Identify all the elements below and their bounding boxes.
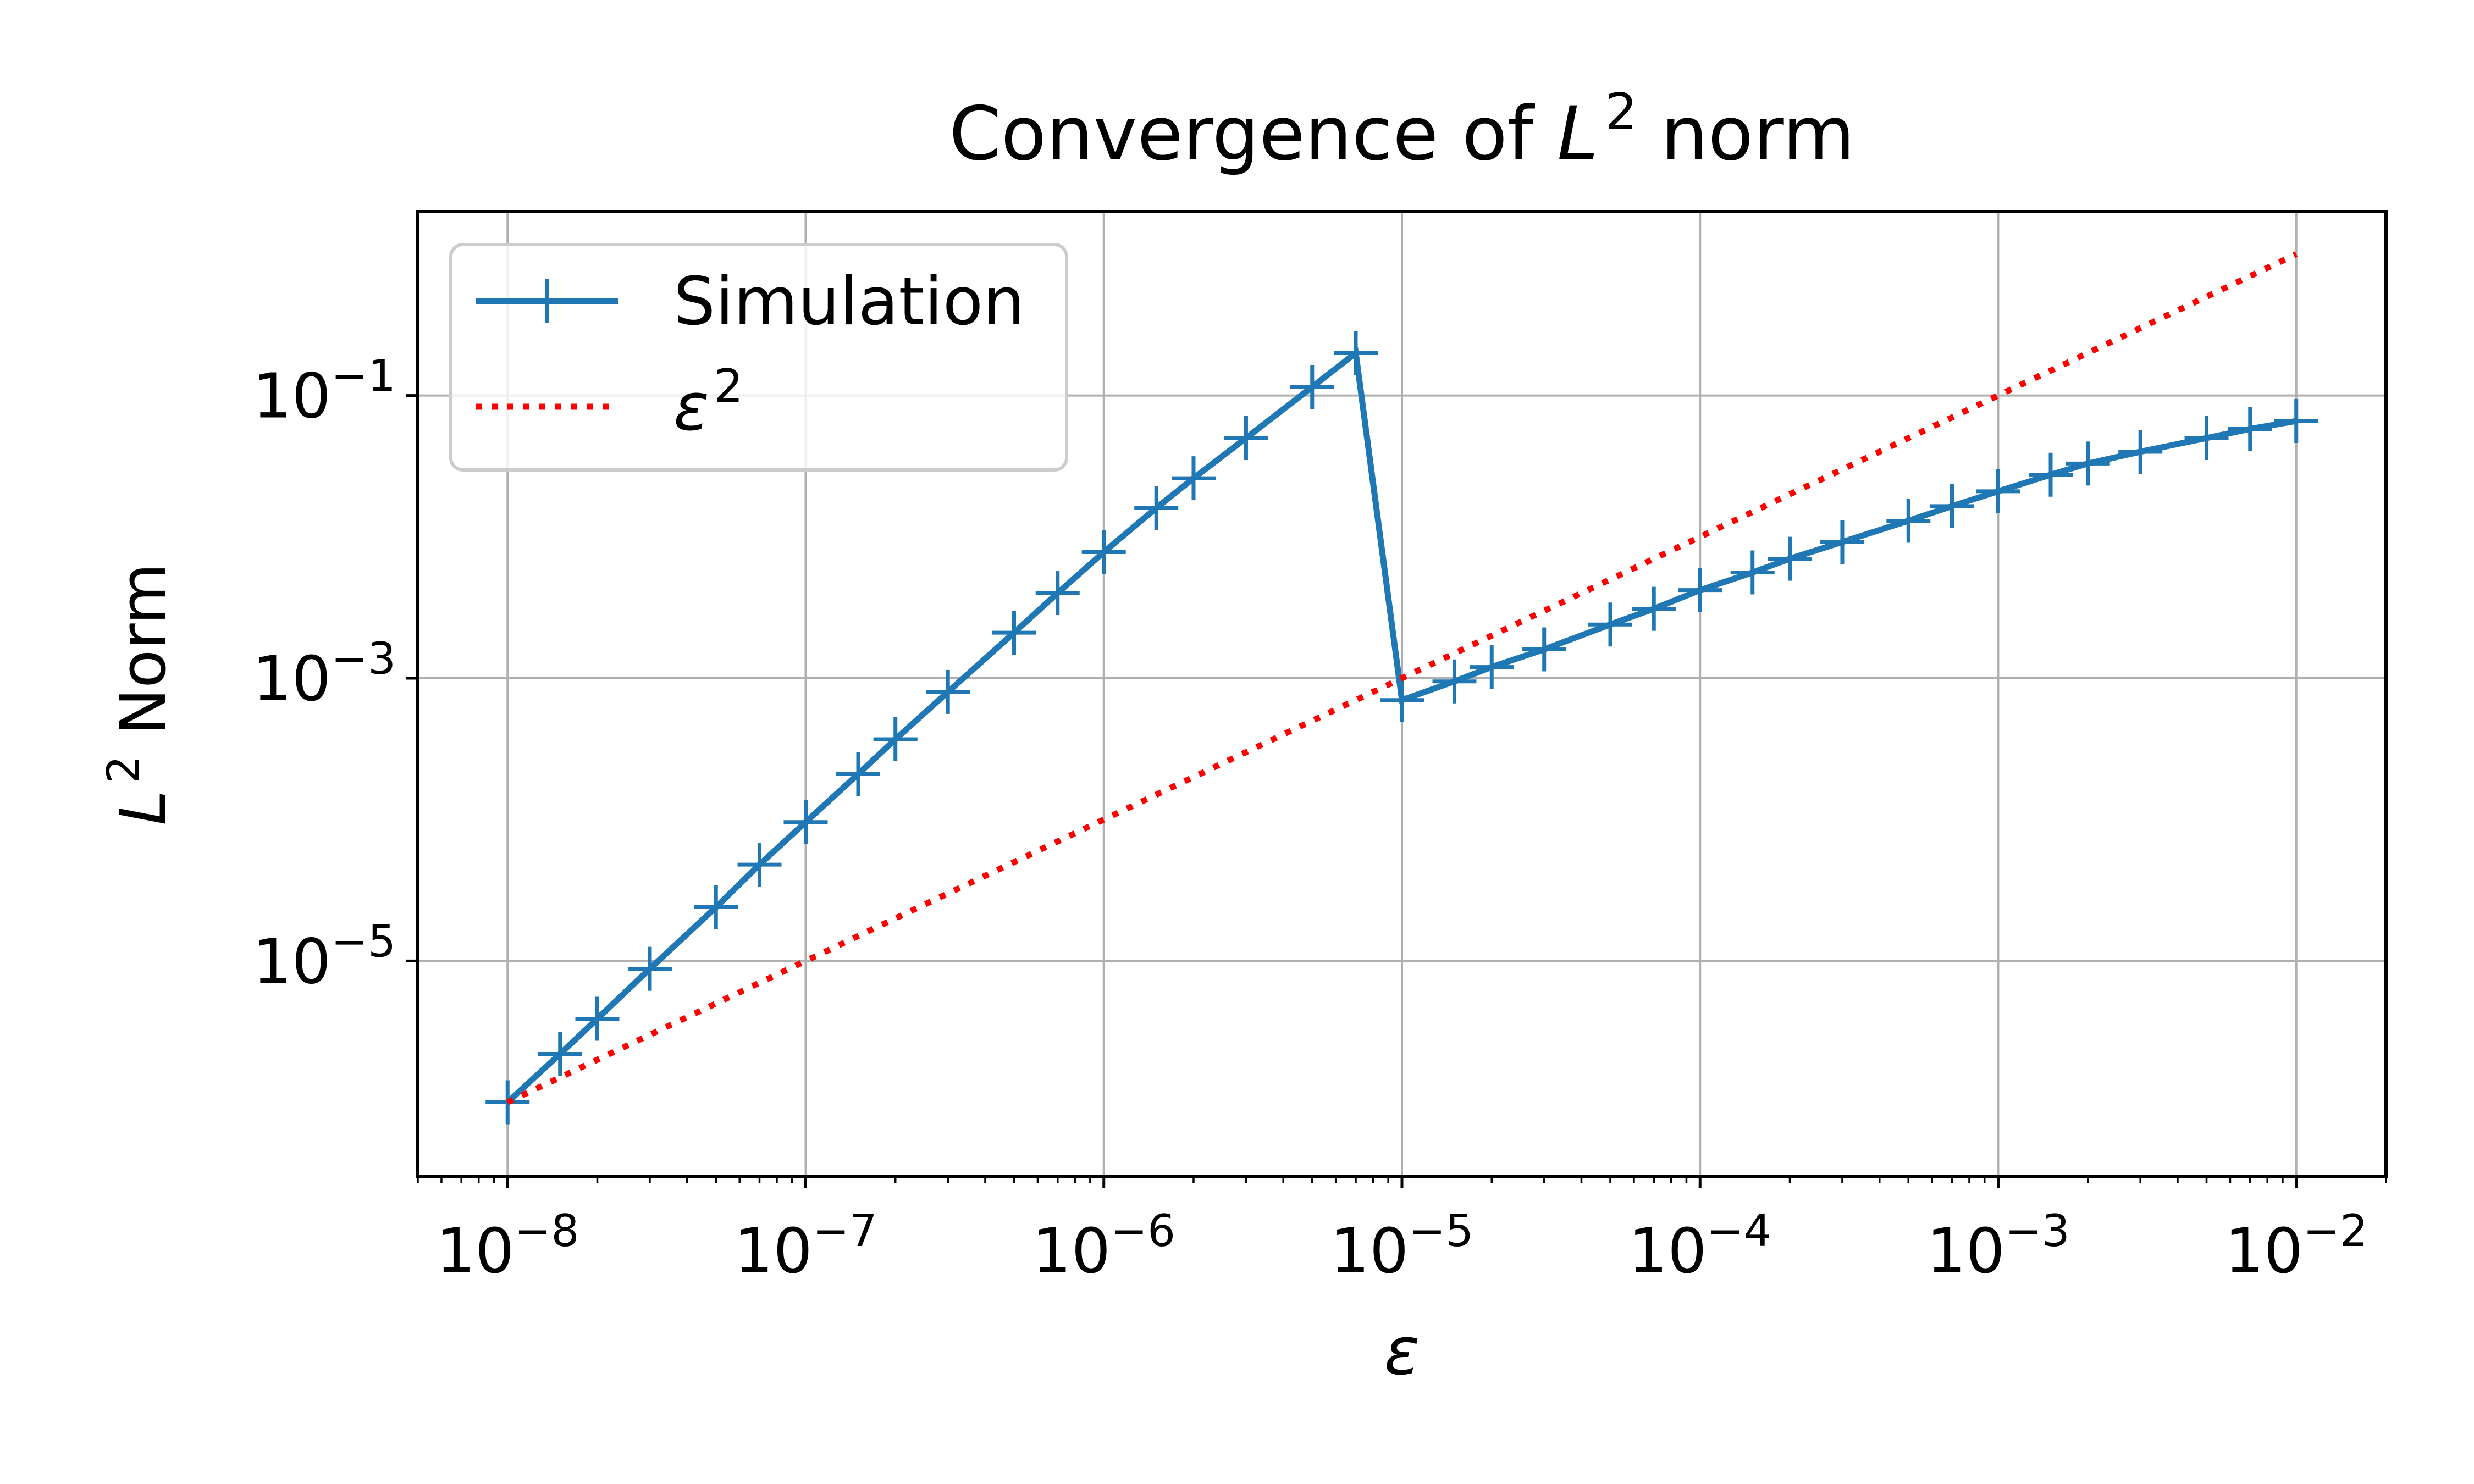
series-point-marker — [1886, 499, 1931, 543]
series-point-marker — [2028, 452, 2073, 497]
series-point-marker — [1588, 602, 1633, 647]
x-tick-label: 10−3 — [1926, 1205, 2069, 1287]
series-point-marker — [2066, 441, 2110, 486]
series-point-marker — [1334, 331, 1378, 375]
series-point-marker — [1380, 678, 1424, 722]
x-tick-label: 10−8 — [436, 1205, 579, 1287]
y-axis-label: L2 Norm — [98, 563, 180, 825]
series-point-marker — [992, 611, 1036, 655]
series-point-marker — [1290, 364, 1334, 409]
legend-eps2-label: ε2 — [673, 359, 743, 446]
x-tick-label: 10−6 — [1032, 1205, 1175, 1287]
series-point-marker — [2184, 416, 2229, 461]
series-point-marker — [1930, 484, 1974, 528]
series-point-marker — [1678, 568, 1722, 612]
x-tick-label: 10−4 — [1628, 1205, 1771, 1287]
series-point-marker — [627, 946, 672, 991]
legend-simulation-label: Simulation — [673, 264, 1025, 340]
series-point-marker — [2274, 399, 2318, 444]
series-point-marker — [1224, 416, 1268, 461]
series-point-marker — [538, 1032, 582, 1076]
y-tick-label: 10−5 — [253, 916, 396, 998]
series-point-marker — [783, 800, 828, 844]
y-tick-label: 10−1 — [253, 351, 396, 433]
series-point-marker — [1081, 530, 1126, 574]
series-point-marker — [1976, 469, 2020, 513]
series-point-marker — [1768, 536, 1812, 581]
series-point-marker — [1171, 456, 1216, 501]
series-point-marker — [873, 717, 918, 762]
x-tick-label: 10−2 — [2225, 1205, 2368, 1287]
series-point-marker — [694, 885, 738, 929]
series-point-marker — [836, 752, 880, 796]
series-point-marker — [737, 843, 782, 887]
series-point-marker — [1035, 571, 1080, 616]
series-point-marker — [1522, 627, 1566, 672]
x-tick-label: 10−5 — [1330, 1205, 1473, 1287]
series-point-marker — [2118, 429, 2163, 474]
legend: Simulation ε2 — [449, 243, 1068, 472]
series-point-marker — [1134, 486, 1179, 530]
series-point-marker — [1820, 520, 1864, 564]
series-line-1 — [506, 251, 2298, 1105]
x-axis-label: ε — [1384, 1314, 1420, 1390]
series-point-marker — [1432, 659, 1477, 704]
x-tick-label: 10−7 — [734, 1205, 877, 1287]
series-point-marker — [1730, 550, 1775, 595]
series-point-marker — [1632, 586, 1676, 631]
y-tick-label: 10−3 — [253, 633, 396, 715]
series-point-marker — [1470, 645, 1514, 689]
series-point-marker — [926, 669, 970, 714]
series-point-marker — [2228, 407, 2272, 451]
x-axis: 10−8 10−7 10−6 10−5 10−4 10−3 10−2 — [436, 1176, 2368, 1287]
series-point-marker — [575, 996, 620, 1041]
y-axis: 10−5 10−3 10−1 — [253, 351, 418, 998]
series-layer — [485, 251, 2318, 1125]
